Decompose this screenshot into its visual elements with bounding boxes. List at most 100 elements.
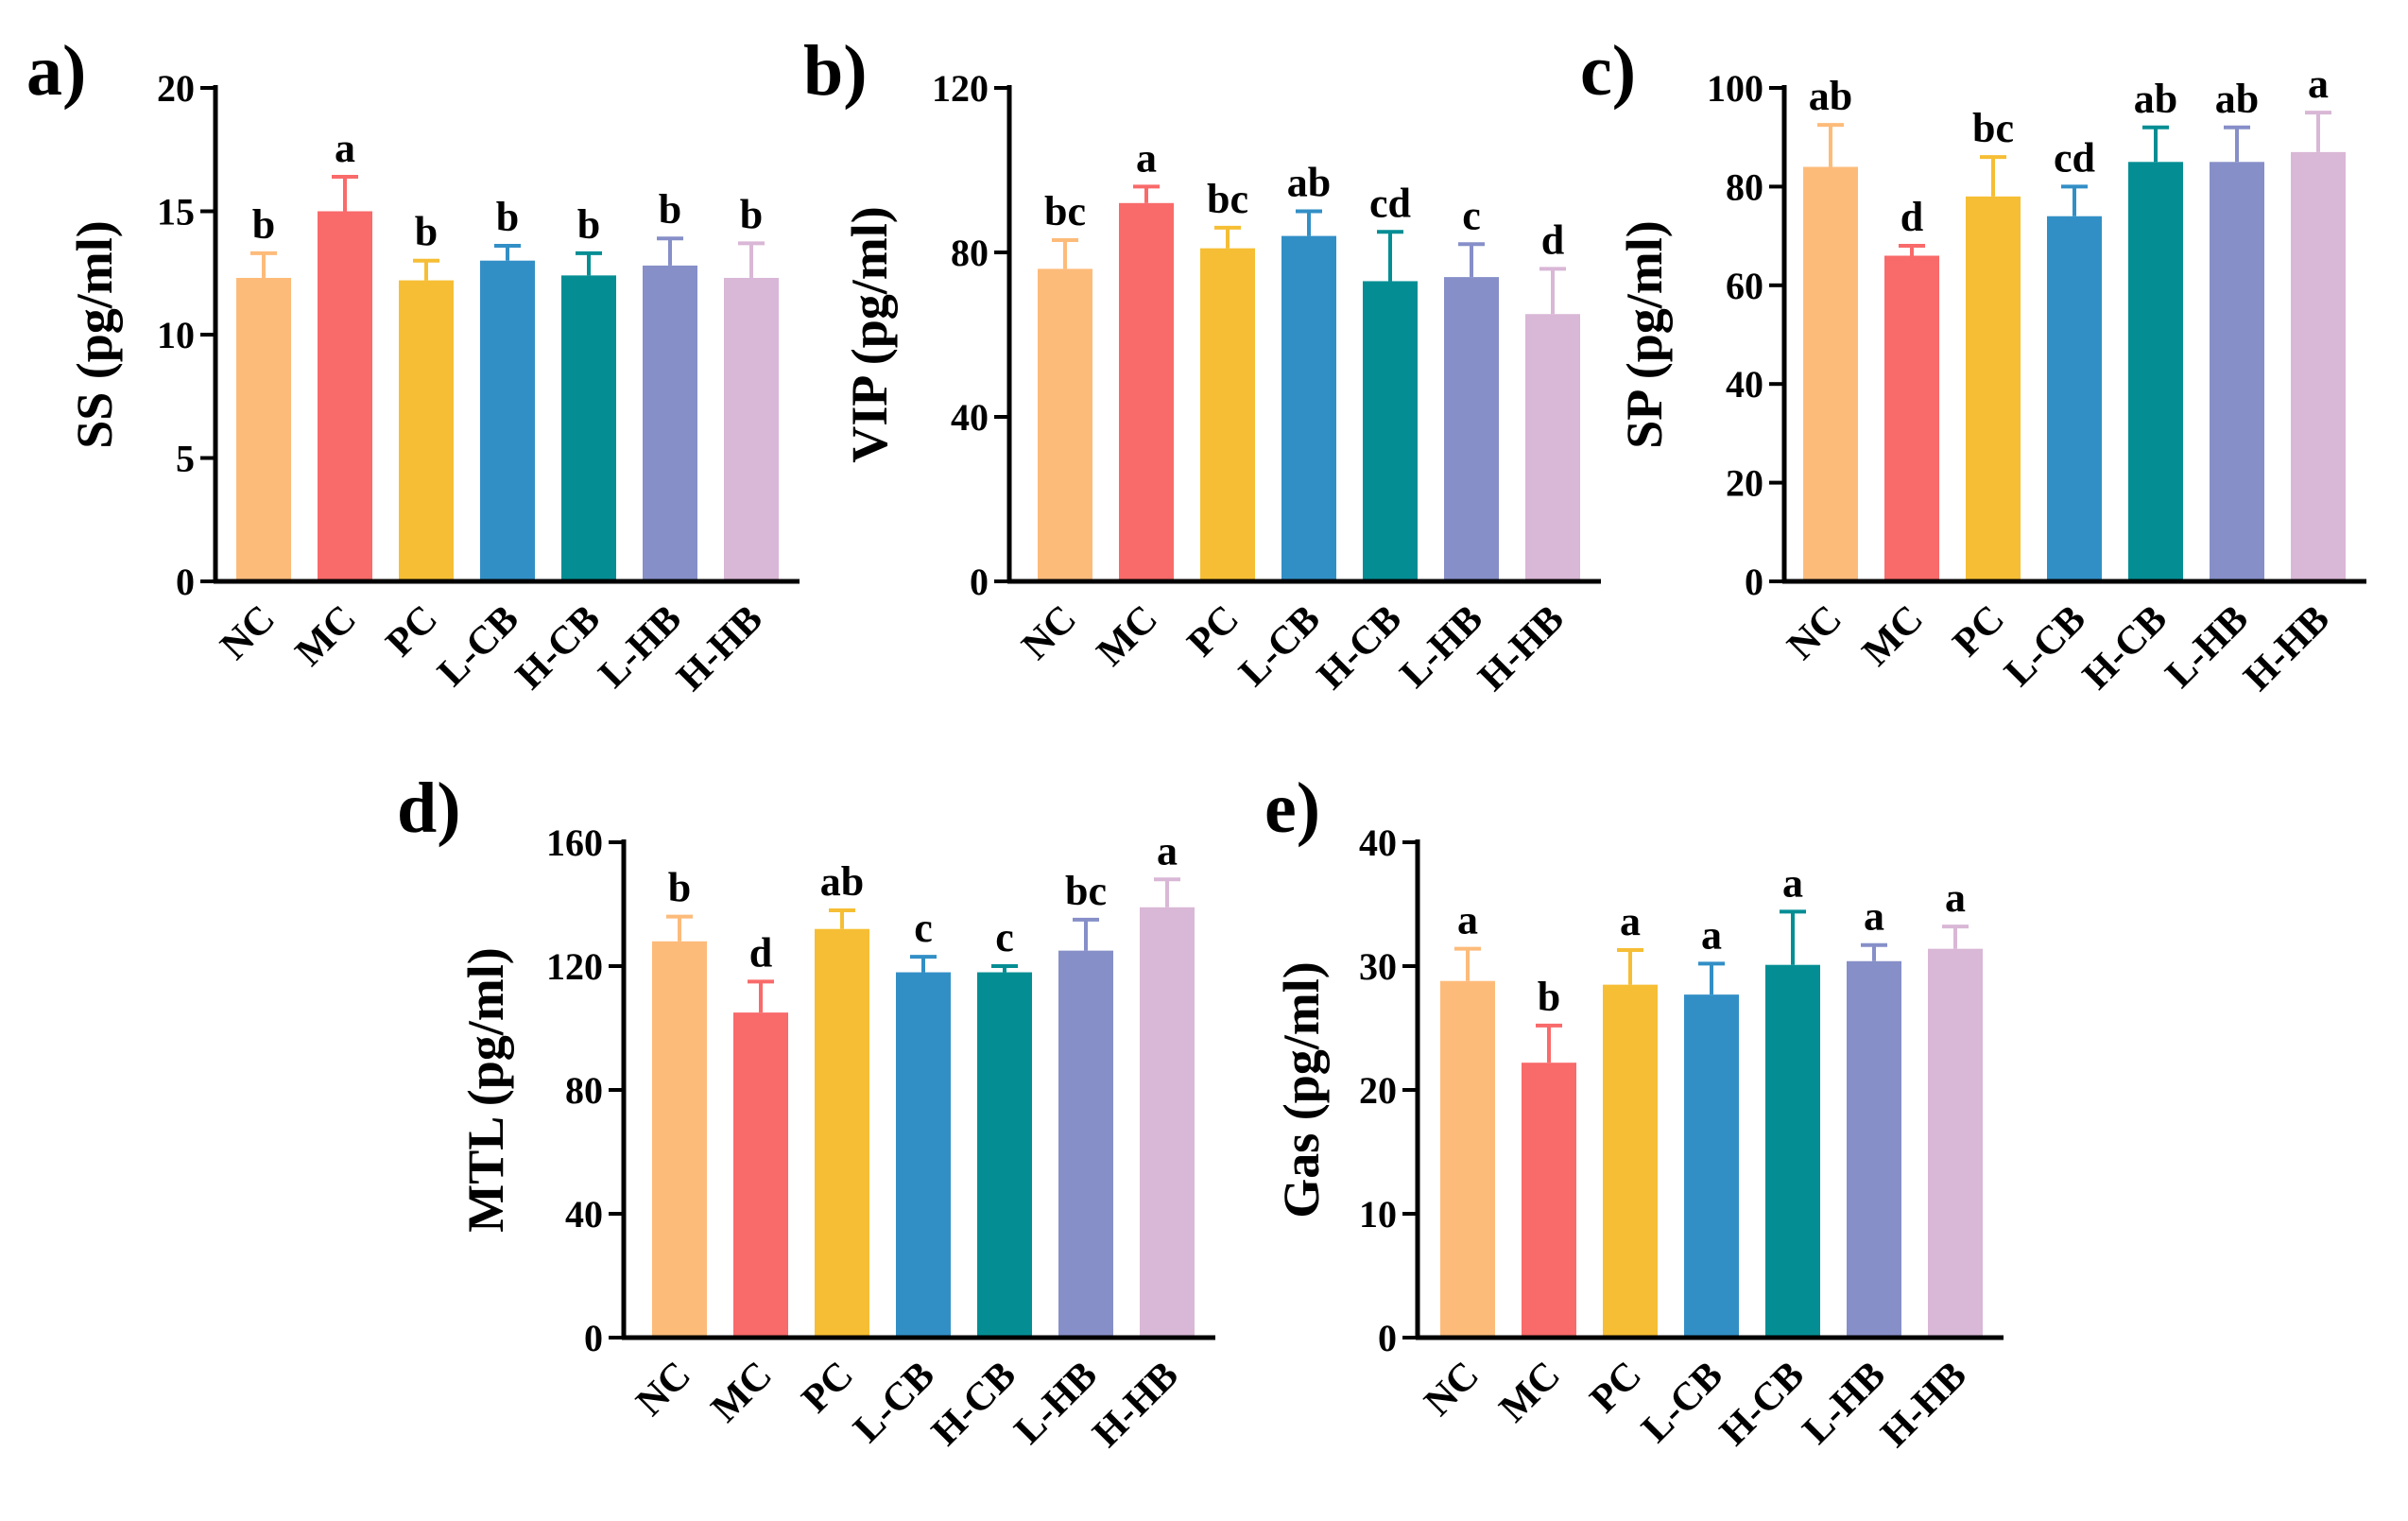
y-tick-label: 80 — [565, 1069, 603, 1112]
x-tick-label: H-CB — [1711, 1354, 1813, 1455]
y-tick-label: 40 — [1726, 363, 1763, 406]
chart-panel-e: e) Gas (pg/ml) a NC b MC a PC a L-CB a H-CB a L-HB a H-… — [1264, 769, 2004, 1456]
x-tick-label: H-HB — [1085, 1354, 1187, 1456]
bar-mc — [1884, 255, 1939, 581]
x-tick-label: H-CB — [923, 1354, 1024, 1455]
significance-label: b — [415, 209, 438, 255]
significance-label: bc — [1065, 868, 1107, 914]
x-tick-label: L-CB — [1997, 597, 2094, 695]
significance-label: c — [914, 905, 933, 951]
x-tick-label: H-HB — [1471, 597, 1573, 700]
significance-label: ab — [1287, 160, 1331, 206]
y-tick-label: 15 — [157, 191, 195, 233]
bar-h-cb — [1765, 964, 1820, 1338]
x-tick-label: H-CB — [2074, 597, 2176, 699]
significance-label: ab — [820, 858, 864, 905]
significance-label: d — [1541, 216, 1564, 263]
significance-label: ab — [2134, 76, 2177, 122]
x-tick-label: PC — [378, 597, 446, 665]
x-tick-label: MC — [1089, 597, 1166, 675]
bar-l-cb — [1684, 994, 1739, 1338]
bar-l-cb — [480, 260, 535, 581]
x-tick-label: L-HB — [2158, 597, 2257, 697]
significance-label: bc — [1044, 188, 1086, 234]
significance-label: ab — [2215, 76, 2259, 122]
x-tick-label: H-HB — [1873, 1354, 1975, 1456]
bar-l-hb — [1847, 960, 1901, 1338]
significance-label: a — [1864, 893, 1884, 940]
x-tick-label: MC — [703, 1354, 781, 1431]
x-tick-label: PC — [1179, 597, 1247, 665]
x-tick-label: L-HB — [1006, 1354, 1106, 1453]
significance-label: b — [252, 201, 275, 248]
panel-letter: b) — [803, 31, 868, 111]
bar-nc — [652, 941, 707, 1338]
y-tick-label: 80 — [951, 232, 989, 274]
y-tick-label: 20 — [157, 67, 195, 110]
y-tick-label: 0 — [970, 561, 989, 603]
significance-label: a — [1620, 898, 1641, 944]
bar-h-hb — [1140, 907, 1195, 1338]
significance-label: a — [1782, 859, 1803, 906]
x-tick-label: NC — [1780, 597, 1850, 668]
y-tick-label: 20 — [1359, 1069, 1397, 1112]
significance-label: a — [2308, 60, 2329, 107]
chart-panel-c: c) SP (pg/ml) ab NC d MC bc PC cd L-CB ab H-CB ab L-H… — [1580, 31, 2366, 700]
significance-label: a — [1945, 874, 1966, 921]
bar-l-cb — [2047, 216, 2102, 581]
panel-letter: c) — [1580, 31, 1636, 111]
y-tick-label: 30 — [1359, 945, 1397, 988]
bar-pc — [1966, 196, 2021, 581]
bar-l-cb — [896, 972, 951, 1338]
x-tick-label: NC — [628, 1354, 699, 1425]
y-tick-label: 160 — [546, 821, 603, 864]
bar-nc — [1038, 268, 1092, 581]
x-tick-label: H-CB — [507, 597, 609, 699]
chart-panel-a: a) SS (pg/ml) b NC a MC b PC b L-CB b H-CB b L-HB b H-H… — [26, 31, 800, 700]
y-axis-label: SS (pg/ml) — [66, 220, 123, 449]
bar-l-hb — [1058, 950, 1113, 1338]
significance-label: b — [577, 201, 600, 248]
x-tick-label: MC — [1854, 597, 1932, 675]
bar-nc — [1803, 166, 1858, 581]
bar-pc — [399, 280, 454, 581]
x-tick-label: L-HB — [591, 597, 690, 697]
significance-label: b — [659, 186, 681, 233]
significance-label: d — [1901, 194, 1923, 240]
y-tick-label: 80 — [1726, 165, 1763, 208]
y-tick-label: 10 — [1359, 1193, 1397, 1236]
significance-label: d — [749, 929, 772, 976]
x-tick-label: H-HB — [669, 597, 771, 700]
bar-pc — [815, 928, 869, 1338]
bar-mc — [1522, 1063, 1576, 1338]
y-tick-label: 120 — [932, 67, 989, 110]
significance-label: ab — [1809, 73, 1852, 119]
bar-nc — [1440, 980, 1495, 1338]
significance-label: cd — [1369, 180, 1411, 226]
significance-label: a — [1157, 827, 1178, 873]
significance-label: a — [335, 125, 355, 171]
significance-label: a — [1136, 134, 1157, 181]
y-tick-label: 120 — [546, 945, 603, 988]
x-tick-label: H-HB — [2236, 597, 2338, 700]
x-tick-label: L-HB — [1392, 597, 1491, 697]
bar-nc — [236, 277, 291, 581]
x-tick-label: NC — [1014, 597, 1085, 668]
y-tick-label: 0 — [1378, 1317, 1397, 1359]
significance-label: b — [1538, 974, 1560, 1020]
significance-label: cd — [2054, 134, 2095, 181]
y-axis-label: MTL (pg/ml) — [457, 947, 514, 1233]
panel-letter: d) — [397, 769, 461, 848]
x-tick-label: NC — [1417, 1354, 1488, 1425]
bar-h-cb — [2128, 162, 2183, 582]
y-tick-label: 40 — [1359, 821, 1397, 864]
bar-h-cb — [977, 972, 1032, 1338]
y-tick-label: 10 — [157, 314, 195, 356]
y-axis-label: SP (pg/ml) — [1616, 220, 1673, 449]
significance-label: b — [740, 191, 763, 237]
significance-label: b — [496, 194, 519, 240]
x-tick-label: L-CB — [1634, 1354, 1731, 1451]
bar-h-hb — [1525, 314, 1580, 581]
y-tick-label: 0 — [584, 1317, 603, 1359]
